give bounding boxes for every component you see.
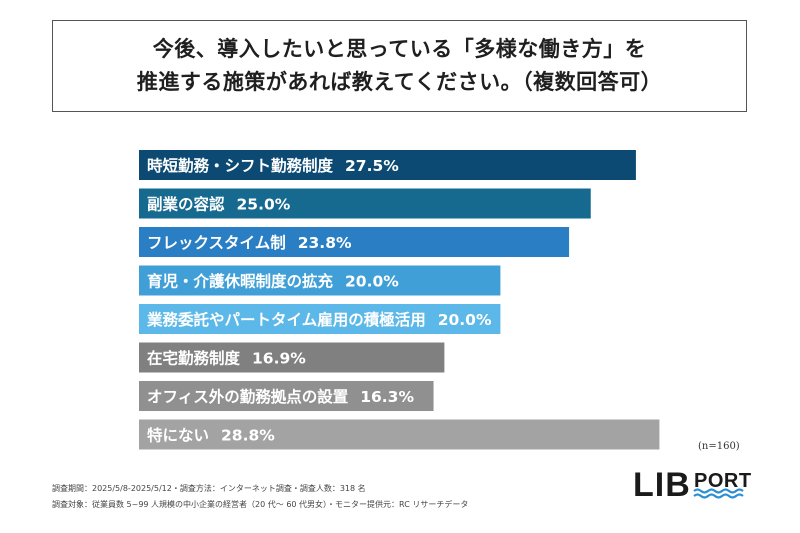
bar-8 <box>139 419 660 450</box>
category-label: 在宅勤務制度 <box>147 349 241 368</box>
logo-text-left: LIB <box>633 466 691 504</box>
logo-wave-icon <box>693 488 744 494</box>
bar-1 <box>139 150 636 180</box>
value-label: 16.9% <box>252 350 306 368</box>
bar-label-6: 在宅勤務制度 16.9% <box>147 349 306 368</box>
bar-label-5: 業務委託やパートタイム雇用の積極活用 20.0% <box>146 310 492 329</box>
category-label: 時短勤務・シフト勤務制度 <box>147 156 334 175</box>
chart-title-line-2: 推進する施策があれば教えてください。（複数回答可） <box>136 70 663 94</box>
bar-label-8: 特にない 28.8% <box>147 426 275 445</box>
bar-label-7: オフィス外の勤務拠点の設置 16.3% <box>147 387 414 406</box>
bar-2 <box>139 188 591 219</box>
category-label: 副業の容認 <box>147 195 225 214</box>
category-label: 業務委託やパートタイム雇用の積極活用 <box>146 310 426 329</box>
category-label: 育児・介護休暇制度の拡充 <box>147 272 334 291</box>
bar-label-3: フレックスタイム制 23.8% <box>147 234 352 252</box>
logo-wave-icon <box>693 493 744 499</box>
value-label: 20.0% <box>438 311 492 329</box>
libport-logo: LIB PORT <box>633 466 752 504</box>
value-label: 23.8% <box>298 234 352 252</box>
chart-title-line-1: 今後、導入したいと思っている「多様な働き方」を <box>152 37 647 61</box>
survey-period-footnote: 調査期間：2025/5/8-2025/5/12・調査方法：インターネット調査・調… <box>52 484 366 493</box>
bar-label-1: 時短勤務・シフト勤務制度 27.5% <box>147 156 399 175</box>
value-label: 25.0% <box>237 196 291 214</box>
sample-size-label: (n=160) <box>698 441 740 452</box>
survey-target-footnote: 調査対象：従業員数 5~99 人規模の中小企業の経営者（20 代～ 60 代男女… <box>52 500 469 509</box>
bar-label-2: 副業の容認 25.0% <box>147 195 291 214</box>
bar-6 <box>139 342 445 373</box>
value-label: 28.8% <box>221 427 275 445</box>
logo-text-right: PORT <box>694 470 752 492</box>
value-label: 20.0% <box>345 273 399 291</box>
value-label: 16.3% <box>360 388 414 406</box>
category-label: オフィス外の勤務拠点の設置 <box>147 387 348 406</box>
bar-label-4: 育児・介護休暇制度の拡充 20.0% <box>147 272 399 291</box>
category-label: フレックスタイム制 <box>147 234 286 252</box>
chart-title-box: 今後、導入したいと思っている「多様な働き方」を 推進する施策があれば教えてくださ… <box>52 20 747 112</box>
bar-3 <box>139 227 570 257</box>
bar-5 <box>139 304 501 334</box>
bar-4 <box>139 265 501 296</box>
value-label: 27.5% <box>345 157 399 175</box>
bar-7 <box>139 381 434 411</box>
category-label: 特にない <box>147 426 209 445</box>
